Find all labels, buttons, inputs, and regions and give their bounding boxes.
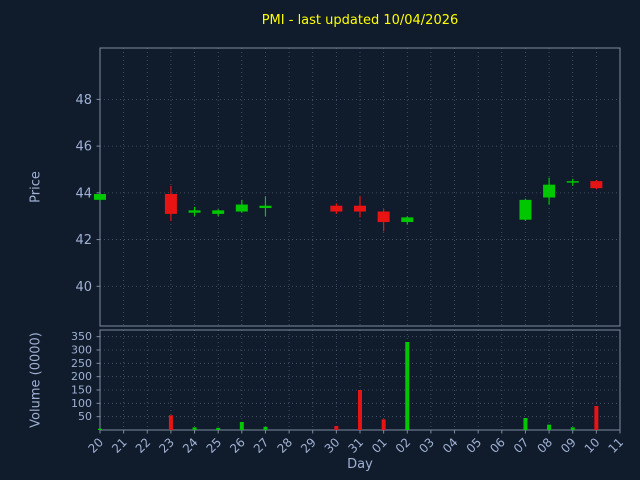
volume-bar (594, 406, 599, 430)
candlestick-30 (330, 203, 343, 430)
volume-bar (405, 342, 410, 430)
candlestick-23 (164, 185, 177, 430)
day-tick-label: 07 (511, 435, 532, 456)
candle-body (259, 205, 272, 209)
volume-bar (523, 418, 528, 430)
day-tick-label: 06 (487, 435, 508, 456)
gridlines (99, 48, 621, 430)
day-tick-label: 29 (298, 435, 319, 456)
volume-bar (570, 427, 575, 430)
day-tick-label: 24 (180, 435, 201, 456)
candlestick-24 (188, 206, 201, 430)
candle-body (94, 194, 106, 200)
price-tick-label: 42 (75, 233, 92, 248)
candlestick-20 (94, 194, 106, 430)
candle-body (401, 217, 414, 223)
candle-body (377, 211, 390, 223)
volume-bar (239, 422, 244, 430)
day-tick-label: 10 (582, 435, 603, 456)
candle-body (212, 210, 225, 214)
volume-bar (98, 428, 102, 430)
volume-bar (168, 415, 173, 430)
price-tick-label: 48 (75, 93, 92, 108)
day-tick-label: 08 (535, 435, 556, 456)
day-tick-label: 23 (156, 435, 177, 456)
day-tick-label: 20 (85, 435, 106, 456)
candle-body (354, 205, 366, 212)
candle-body (330, 205, 343, 212)
volume-tick-label: 150 (71, 384, 92, 397)
day-tick-label: 31 (345, 435, 366, 456)
volume-bar (192, 427, 197, 430)
candlestick-25 (212, 209, 225, 430)
candlestick-10 (590, 179, 603, 430)
candle-body (519, 199, 532, 220)
volume-tick-label: 50 (78, 410, 92, 423)
volume-bar (547, 424, 552, 430)
candle-body (590, 181, 603, 189)
day-tick-label: 09 (558, 435, 579, 456)
candle-body (566, 181, 579, 183)
day-tick-label: 30 (322, 435, 343, 456)
day-tick-label: 28 (275, 435, 296, 456)
candlestick-08 (543, 177, 556, 430)
volume-tick-label: 100 (71, 397, 92, 410)
candlestick-27 (259, 196, 272, 430)
candlestick-09 (566, 178, 579, 430)
day-tick-label: 03 (416, 435, 437, 456)
candle-body (188, 210, 201, 213)
volume-bar (334, 426, 339, 430)
day-tick-label: 11 (605, 435, 626, 456)
candlestick-26 (235, 199, 248, 430)
volume-tick-label: 300 (71, 344, 92, 357)
price-panel-border (99, 47, 621, 327)
price-tick-label: 40 (75, 280, 92, 295)
candle-body (543, 184, 556, 198)
candlestick-07 (519, 198, 532, 430)
volume-bar (263, 426, 268, 430)
day-tick-label: 26 (227, 435, 248, 456)
day-tick-label: 25 (204, 435, 225, 456)
day-axis-label: Day (347, 457, 373, 472)
volume-bar (216, 427, 221, 430)
price-tick-label: 44 (75, 186, 92, 201)
tick-marks (96, 98, 621, 434)
day-tick-label: 01 (369, 435, 390, 456)
day-tick-label: 02 (393, 435, 414, 456)
day-tick-label: 04 (440, 435, 461, 456)
candle-body (235, 204, 248, 212)
candlestick-02 (401, 216, 414, 430)
day-tick-label: 27 (251, 435, 272, 456)
volume-tick-label: 350 (71, 330, 92, 343)
candles (94, 177, 603, 430)
volume-tick-label: 200 (71, 370, 92, 383)
volume-bar (358, 390, 362, 430)
day-tick-label: 22 (133, 435, 154, 456)
candlestick-31 (354, 196, 366, 430)
day-tick-label: 05 (464, 435, 485, 456)
volume-bar (381, 419, 386, 430)
volume-tick-label: 250 (71, 357, 92, 370)
candle-body (164, 194, 177, 214)
chart-title: PMI - last updated 10/04/2026 (261, 13, 459, 28)
candlestick-01 (377, 209, 390, 430)
price-tick-label: 46 (75, 140, 92, 155)
day-tick-label: 21 (109, 435, 130, 456)
